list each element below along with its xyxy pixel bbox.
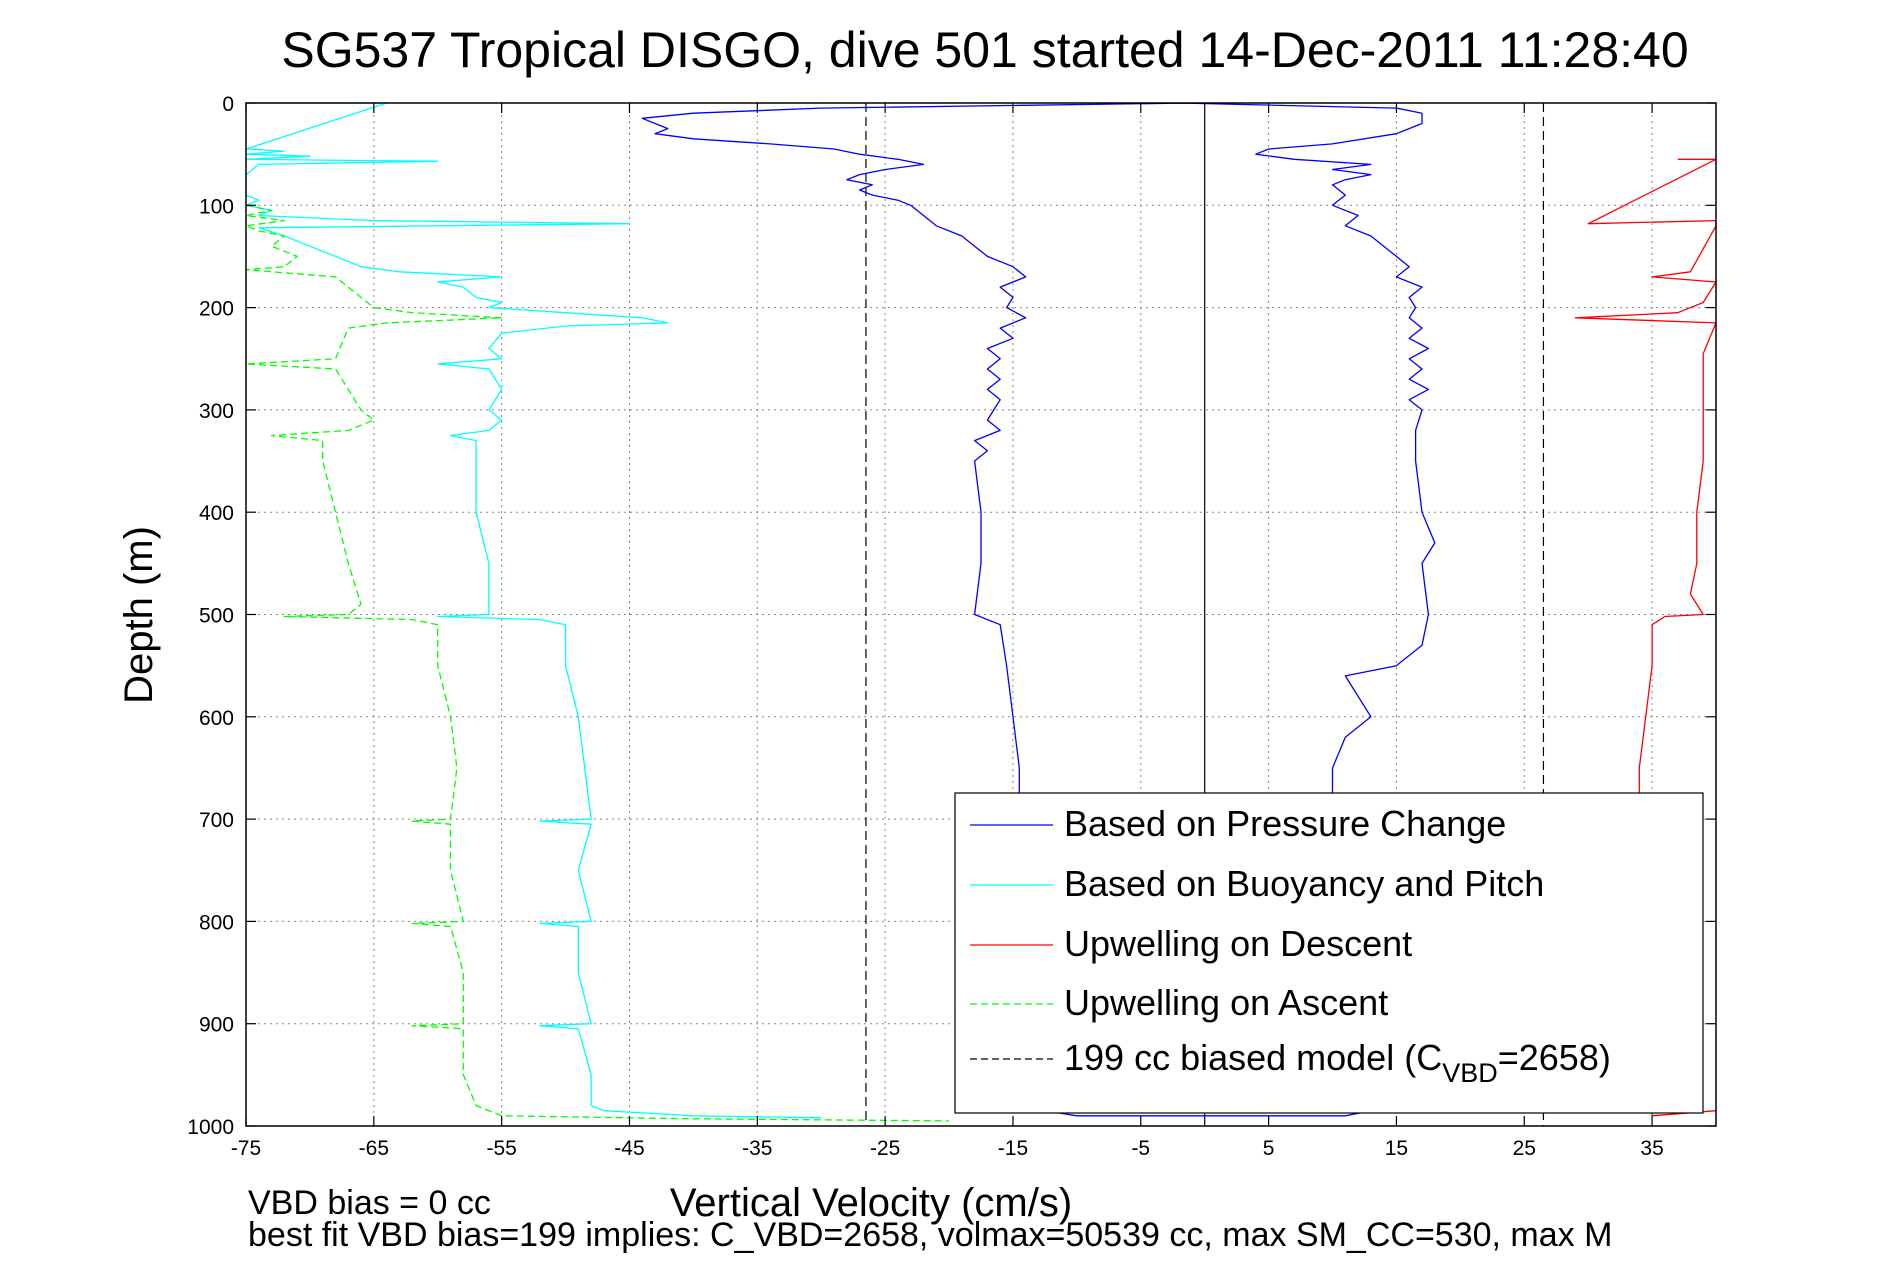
x-axis-label: Vertical Velocity (cm/s) [670, 1181, 1072, 1225]
x-tick-label: 35 [1640, 1137, 1663, 1160]
legend-box [954, 792, 1704, 1114]
legend-entry: Based on Pressure Change [1064, 803, 1506, 844]
y-tick-label: 500 [199, 605, 234, 628]
series-0-ascent-line [1179, 102, 1436, 799]
x-tick-label: 5 [1263, 1137, 1275, 1160]
y-axis-label: Depth (m) [117, 526, 161, 704]
x-tick-label: -15 [998, 1137, 1028, 1160]
y-tick-label: 600 [199, 707, 234, 730]
x-tick-label: -5 [1131, 1137, 1150, 1160]
chart-title: SG537 Tropical DISGO, dive 501 started 1… [281, 22, 1688, 78]
x-tick-label: 25 [1513, 1137, 1536, 1160]
y-tick-label: 200 [199, 298, 234, 321]
x-tick-label: -75 [231, 1137, 261, 1160]
x-tick-label: -45 [614, 1137, 644, 1160]
x-tick-label: -25 [870, 1137, 900, 1160]
series-2-line [1574, 158, 1717, 1117]
ticks: -75 -65 -55 -45 -35 -25 -15 -5 5 15 25 350100200300… [187, 93, 1716, 1160]
y-tick-label: 0 [222, 93, 234, 116]
series-3-line [245, 204, 950, 1122]
legend-entry: Upwelling on Ascent [1064, 982, 1388, 1023]
best-fit-note: best fit VBD bias=199 implies: C_VBD=265… [248, 1216, 1612, 1254]
series-1-line [245, 102, 822, 1119]
y-tick-label: 700 [199, 809, 234, 832]
y-tick-label: 800 [199, 911, 234, 934]
y-tick-label: 900 [199, 1014, 234, 1037]
x-tick-label: -35 [742, 1137, 772, 1160]
y-tick-label: 300 [199, 400, 234, 423]
y-tick-label: 100 [199, 195, 234, 218]
vbd-bias-note: VBD bias = 0 cc [248, 1184, 491, 1222]
x-tick-label: 15 [1385, 1137, 1408, 1160]
legend-entry: Based on Buoyancy and Pitch [1064, 863, 1544, 904]
legend: Based on Pressure Change Based on Buoyanc… [954, 792, 1704, 1114]
legend-entry: Upwelling on Descent [1064, 923, 1412, 964]
x-tick-label: -65 [359, 1137, 389, 1160]
x-tick-label: -55 [486, 1137, 516, 1160]
y-tick-label: 400 [199, 502, 234, 525]
y-tick-label: 1000 [187, 1116, 234, 1139]
series-0-descent-line [641, 102, 1192, 799]
